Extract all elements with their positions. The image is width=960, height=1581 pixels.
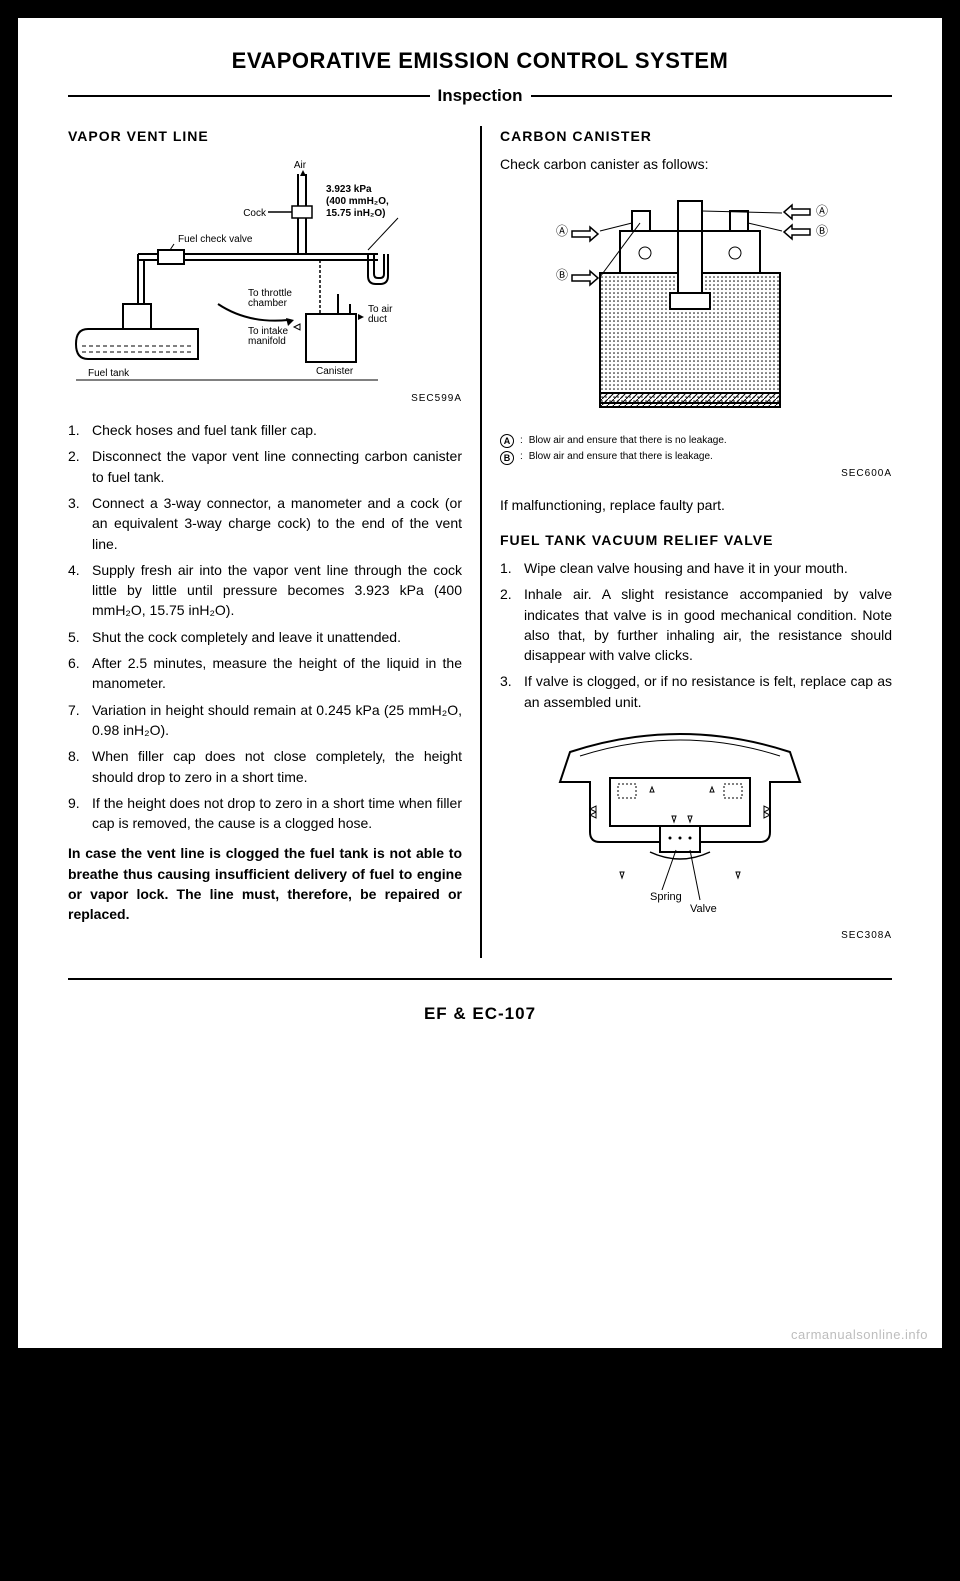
section-divider: Inspection	[68, 86, 892, 106]
carbon-canister-figure: Ⓐ Ⓐ Ⓑ Ⓑ A : B	[500, 183, 892, 482]
svg-text:Ⓐ: Ⓐ	[556, 224, 568, 238]
step-3: Connect a 3-way connector, a manometer a…	[68, 493, 462, 554]
manifold-label: manifold	[248, 336, 286, 347]
carbon-canister-heading: CARBON CANISTER	[500, 126, 892, 146]
step-5: Shut the cock completely and leave it un…	[68, 627, 462, 647]
watermark: carmanualsonline.info	[791, 1327, 928, 1342]
air-label: Air	[294, 160, 307, 171]
vapor-vent-note: In case the vent line is clogged the fue…	[68, 843, 462, 924]
right-column: CARBON CANISTER Check carbon canister as…	[480, 126, 892, 958]
relief-valve-heading: FUEL TANK VACUUM RELIEF VALVE	[500, 530, 892, 550]
svg-text:Ⓑ: Ⓑ	[816, 224, 828, 238]
page-number: EF & EC-107	[68, 1004, 892, 1024]
spring-label: Spring	[650, 891, 682, 903]
canister-legend: A : Blow air and ensure that there is no…	[500, 434, 892, 465]
rstep-3: If valve is clogged, or if no resistance…	[500, 671, 892, 712]
pressure-1: 3.923 kPa	[326, 184, 372, 195]
fuel-tank-label: Fuel tank	[88, 368, 130, 379]
step-8: When filler cap does not close completel…	[68, 746, 462, 787]
rstep-2: Inhale air. A slight resistance accompan…	[500, 584, 892, 665]
pressure-3: 15.75 inH₂O)	[326, 208, 385, 219]
step-2: Disconnect the vapor vent line connectin…	[68, 446, 462, 487]
relief-valve-steps: Wipe clean valve housing and have it in …	[500, 558, 892, 712]
relief-valve-figure: Spring Valve SEC308A	[500, 722, 892, 944]
page-title: EVAPORATIVE EMISSION CONTROL SYSTEM	[68, 48, 892, 74]
chamber-label: chamber	[248, 298, 288, 309]
figure-code-3: SEC308A	[500, 929, 892, 944]
bottom-rule	[68, 978, 892, 980]
valve-label: Valve	[690, 903, 717, 915]
legend-b-icon: B	[500, 451, 514, 465]
malfunction-note: If malfunctioning, replace faulty part.	[500, 495, 892, 515]
step-7: Variation in height should remain at 0.2…	[68, 700, 462, 741]
legend-b-text: Blow air and ensure that there is leakag…	[529, 450, 713, 465]
step-9: If the height does not drop to zero in a…	[68, 793, 462, 834]
cock-label: Cock	[243, 208, 267, 219]
vapor-vent-steps: Check hoses and fuel tank filler cap. Di…	[68, 420, 462, 833]
step-1: Check hoses and fuel tank filler cap.	[68, 420, 462, 440]
two-column-layout: VAPOR VENT LINE Air Cock 3.923 kPa	[68, 126, 892, 958]
fuel-check-valve-label: Fuel check valve	[178, 234, 253, 245]
step-6: After 2.5 minutes, measure the height of…	[68, 653, 462, 694]
duct-label: duct	[368, 314, 387, 325]
left-column: VAPOR VENT LINE Air Cock 3.923 kPa	[68, 126, 480, 958]
section-label: Inspection	[430, 86, 531, 106]
legend-a-icon: A	[500, 434, 514, 448]
pressure-2: (400 mmH₂O,	[326, 196, 389, 207]
black-margin	[0, 1366, 960, 1566]
figure-code-1: SEC599A	[68, 392, 462, 407]
figure-code-2: SEC600A	[500, 467, 892, 482]
canister-label: Canister	[316, 366, 354, 377]
legend-a-text: Blow air and ensure that there is no lea…	[529, 434, 727, 449]
svg-text:Ⓐ: Ⓐ	[816, 204, 828, 218]
vapor-vent-heading: VAPOR VENT LINE	[68, 126, 462, 146]
vapor-vent-figure: Air Cock 3.923 kPa (400 mmH₂O, 15.75 inH…	[68, 154, 462, 406]
rstep-1: Wipe clean valve housing and have it in …	[500, 558, 892, 578]
svg-text:Ⓑ: Ⓑ	[556, 268, 568, 282]
step-4: Supply fresh air into the vapor vent lin…	[68, 560, 462, 621]
carbon-canister-intro: Check carbon canister as follows:	[500, 154, 892, 174]
